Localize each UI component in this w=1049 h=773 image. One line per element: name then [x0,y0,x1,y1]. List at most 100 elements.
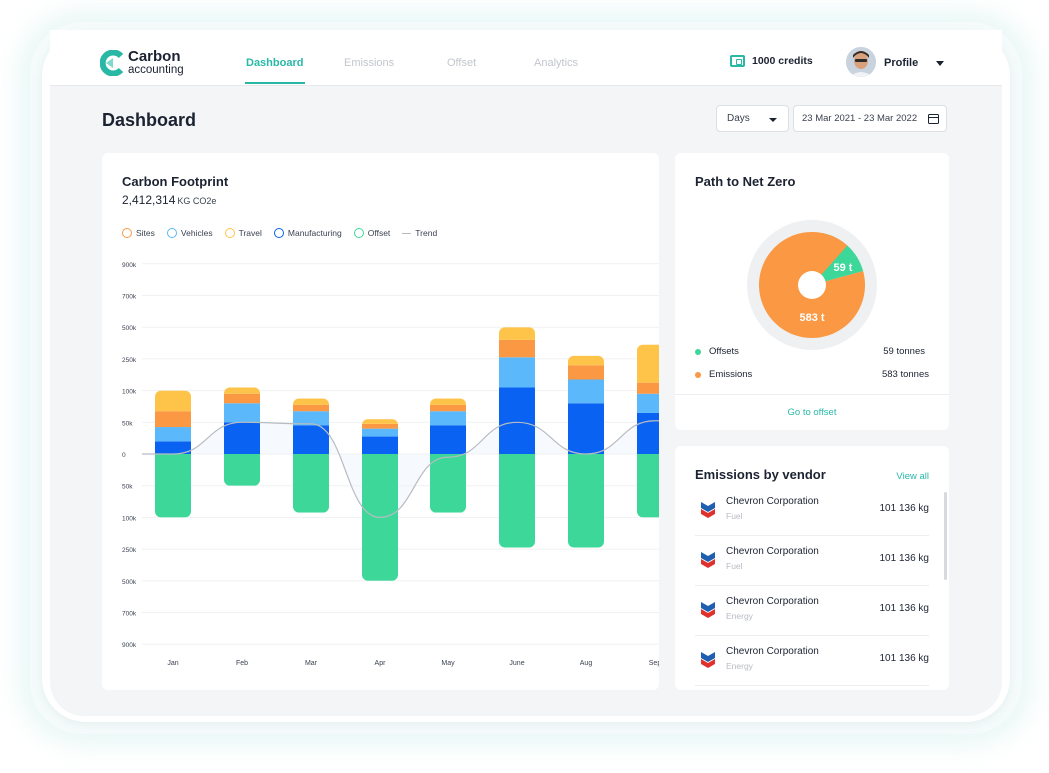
y-tick-label: 900k [122,262,137,269]
bar-offset-jan[interactable] [155,454,191,518]
bar-travel-may[interactable] [430,398,466,405]
bar-offset-feb[interactable] [224,454,260,486]
bar-vehicles-sep[interactable] [637,393,659,413]
bar-vehicles-aug[interactable] [568,379,604,404]
bar-manufacturing-mar[interactable] [293,425,329,454]
emissions-amount: 583 tonnes [881,369,929,380]
tab-emissions[interactable]: Emissions [344,57,395,69]
x-tick-label: May [441,660,455,667]
view-all-link[interactable]: View all [896,471,929,482]
bar-sites-jan[interactable] [155,411,191,428]
bar-travel-jan[interactable] [155,390,191,412]
pie-hole [798,271,826,299]
brand-line-1: Carbon [128,48,181,65]
page-title: Dashboard [102,110,197,130]
bar-vehicles-apr[interactable] [362,428,398,437]
legend-item-travel[interactable]: Travel [224,228,262,238]
bar-manufacturing-aug[interactable] [568,403,604,454]
legend-swatch [122,228,132,238]
legend-label: Trend [415,228,438,238]
trend-line [141,420,659,519]
bar-manufacturing-feb[interactable] [224,422,260,454]
vendor-row[interactable]: Chevron Corporation Energy 101 136 kg [695,636,929,686]
bar-vehicles-mar[interactable] [293,411,329,426]
bar-travel-feb[interactable] [224,387,260,394]
brand-name: Carbon accounting [128,48,184,76]
bar-manufacturing-sep[interactable] [637,412,659,454]
x-tick-label: Aug [580,660,593,667]
active-tab-indicator [245,82,305,84]
tab-offset[interactable]: Offset [447,57,477,69]
profile-label[interactable]: Profile [884,57,919,69]
y-tick-label: 50k [122,420,133,427]
net-zero-pie: 59 t 583 t [747,220,877,350]
carbon-footprint-total: 2,412,314 KG CO2e [122,193,216,207]
bar-manufacturing-may[interactable] [430,425,466,454]
bar-travel-mar[interactable] [293,398,329,405]
avatar[interactable] [846,47,876,77]
bar-vehicles-june[interactable] [499,357,535,388]
avatar-image [846,47,876,77]
date-range-picker[interactable]: 23 Mar 2021 - 23 Mar 2022 [793,105,947,132]
vendor-row[interactable]: Chevron Corporation Fuel 101 136 kg [695,536,929,586]
emissions-dot [695,371,701,378]
tab-analytics[interactable]: Analytics [534,57,579,69]
bar-vehicles-feb[interactable] [224,403,260,423]
bar-sites-may[interactable] [430,404,466,412]
bar-manufacturing-jan[interactable] [155,441,191,454]
bar-manufacturing-june[interactable] [499,387,535,454]
bar-sites-june[interactable] [499,339,535,358]
bar-offset-sep[interactable] [637,454,659,518]
legend-item-manufacturing[interactable]: Manufacturing [273,228,342,238]
legend-item-trend[interactable]: Trend [402,228,437,238]
bar-travel-aug[interactable] [568,355,604,366]
x-tick-label: June [509,660,524,667]
vendor-row[interactable]: Chevron Corporation Energy 101 136 kg [695,586,929,636]
bar-sites-mar[interactable] [293,404,329,412]
bar-offset-aug[interactable] [568,454,604,548]
vendor-name: Chevron Corporation [726,546,819,557]
y-tick-label: 700k [122,294,137,301]
bar-offset-mar[interactable] [293,454,329,513]
bar-travel-sep[interactable] [637,344,659,383]
bar-vehicles-may[interactable] [430,411,466,426]
y-tick-label: 100k [122,515,137,522]
credits-label: 1000 credits [752,55,813,67]
vendor-list-scrollbar[interactable] [944,492,947,580]
tab-dashboard[interactable]: Dashboard [246,57,304,69]
legend-swatch [402,232,412,234]
y-tick-label: 250k [122,357,137,364]
go-to-offset-link[interactable]: Go to offset [787,407,837,418]
bar-travel-apr[interactable] [362,419,398,424]
bar-manufacturing-apr[interactable] [362,436,398,454]
bar-sites-sep[interactable] [637,382,659,394]
app-screen: Carbon accounting Dashboard Emissions Of… [50,30,1002,716]
chart-legend: Sites Vehicles Travel Manufacturing Offset Tr… [122,228,449,238]
period-select-value: Days [727,113,750,124]
credits-indicator[interactable]: 1000 credits [730,55,813,67]
period-select[interactable]: Days [716,105,789,132]
chevron-down-icon[interactable] [936,61,944,66]
legend-item-vehicles[interactable]: Vehicles [166,228,213,238]
vendor-type: Fuel [726,561,743,571]
bar-sites-aug[interactable] [568,365,604,380]
offsets-dot [695,348,701,355]
vendor-row[interactable]: Chevron Corporation Fuel 101 136 kg [695,486,929,536]
chevron-logo-icon [701,652,715,668]
legend-item-sites[interactable]: Sites [122,228,155,238]
vendor-type: Energy [726,611,753,621]
legend-label: Manufacturing [287,228,342,238]
pie-slice-emissions-rest [812,233,848,285]
bar-sites-apr[interactable] [362,423,398,429]
bar-offset-may[interactable] [430,454,466,513]
bar-offset-june[interactable] [499,454,535,548]
y-tick-label: 900k [122,642,137,649]
legend-item-offset[interactable]: Offset [353,228,390,238]
bar-travel-june[interactable] [499,327,535,340]
bar-vehicles-jan[interactable] [155,427,191,442]
bar-sites-feb[interactable] [224,393,260,404]
legend-swatch [224,228,235,238]
calendar-icon [927,114,939,124]
y-tick-label: 250k [122,547,137,554]
x-tick-label: Feb [236,660,248,667]
